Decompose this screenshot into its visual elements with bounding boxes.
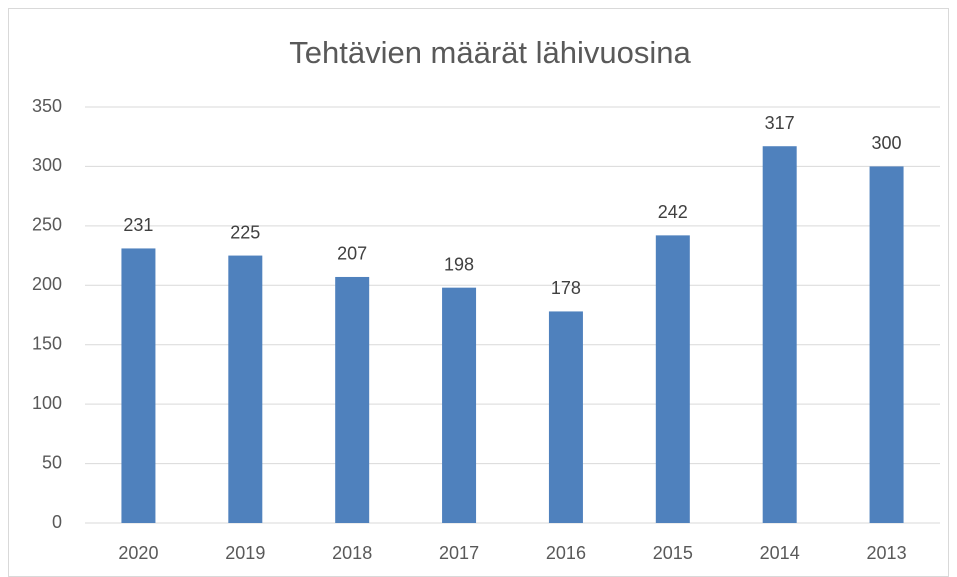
y-tick-label: 300	[32, 155, 62, 175]
y-tick-label: 150	[32, 333, 62, 353]
y-tick-label: 350	[32, 96, 62, 116]
bar	[442, 287, 477, 523]
bar	[121, 248, 156, 523]
x-tick-label: 2019	[225, 543, 265, 563]
chart-title: Tehtävien määrät lähivuosina	[289, 35, 691, 70]
bar	[228, 255, 263, 524]
data-label: 231	[123, 215, 153, 235]
y-tick-label: 250	[32, 215, 62, 235]
data-label: 178	[551, 278, 581, 298]
data-label: 207	[337, 244, 367, 264]
bar	[655, 235, 690, 523]
bar	[335, 276, 370, 523]
x-tick-label: 2017	[439, 543, 479, 563]
y-tick-label: 100	[32, 393, 62, 413]
bar	[548, 311, 583, 523]
y-tick-label: 0	[52, 512, 62, 532]
x-tick-label: 2014	[760, 543, 800, 563]
bar	[762, 146, 797, 524]
data-label: 300	[872, 133, 902, 153]
x-tick-label: 2015	[653, 543, 693, 563]
x-tick-label: 2020	[118, 543, 158, 563]
y-tick-label: 200	[32, 274, 62, 294]
y-tick-label: 50	[42, 452, 62, 472]
data-label: 225	[230, 222, 260, 242]
x-tick-label: 2016	[546, 543, 586, 563]
x-tick-label: 2018	[332, 543, 372, 563]
bar	[869, 166, 904, 523]
data-label: 242	[658, 202, 688, 222]
data-label: 317	[765, 113, 795, 133]
x-tick-label: 2013	[867, 543, 907, 563]
data-label: 198	[444, 254, 474, 274]
